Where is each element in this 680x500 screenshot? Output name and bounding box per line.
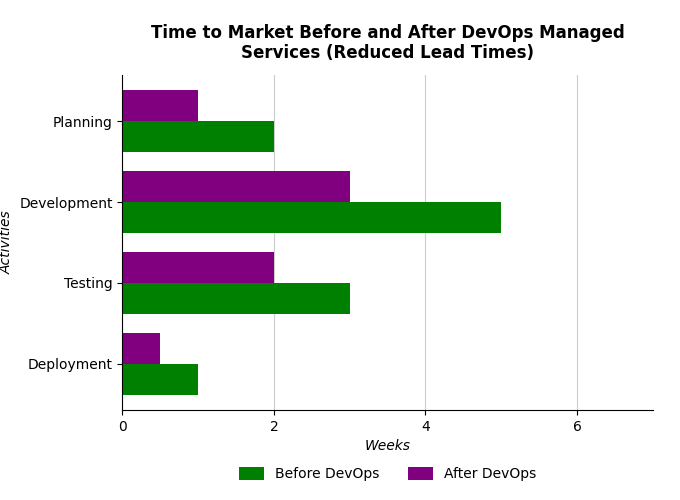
Bar bbox=[122, 364, 198, 395]
Title: Time to Market Before and After DevOps Managed
Services (Reduced Lead Times): Time to Market Before and After DevOps M… bbox=[151, 24, 624, 62]
Legend: Before DevOps, After DevOps: Before DevOps, After DevOps bbox=[233, 460, 543, 488]
Bar bbox=[122, 121, 274, 152]
X-axis label: Weeks: Weeks bbox=[364, 440, 411, 454]
Bar bbox=[122, 90, 198, 121]
Bar bbox=[122, 202, 501, 233]
Bar bbox=[122, 252, 274, 283]
Bar bbox=[122, 333, 160, 364]
Bar bbox=[122, 171, 350, 202]
Bar bbox=[122, 283, 350, 314]
Y-axis label: Activities: Activities bbox=[0, 210, 14, 274]
